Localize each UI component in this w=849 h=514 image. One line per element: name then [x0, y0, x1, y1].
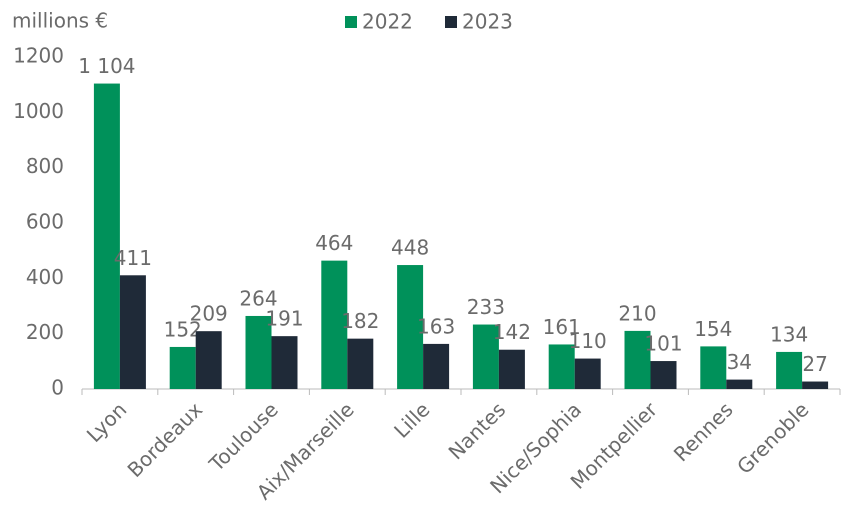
value-label: 154	[694, 317, 732, 341]
value-label: 134	[770, 322, 808, 346]
value-label: 464	[315, 231, 353, 255]
value-label: 161	[543, 315, 581, 339]
y-tick-label: 1200	[13, 44, 64, 68]
bar	[397, 265, 424, 389]
y-tick-label: 400	[26, 265, 64, 289]
bar	[650, 361, 677, 389]
bar	[321, 260, 348, 389]
bar	[169, 346, 196, 389]
bar	[119, 275, 146, 389]
bar	[498, 349, 525, 389]
bar	[700, 346, 727, 389]
value-label: 264	[239, 286, 277, 310]
bar	[726, 379, 753, 389]
bar	[574, 358, 601, 389]
value-label: 34	[727, 350, 752, 374]
bar	[271, 336, 298, 389]
bar	[195, 331, 222, 389]
x-tick-label: Lille	[389, 397, 434, 442]
value-label: 411	[114, 246, 152, 270]
x-tick-label: Bordeaux	[123, 397, 208, 482]
bar	[624, 330, 651, 389]
value-label: 110	[569, 329, 607, 353]
bar	[93, 83, 120, 389]
value-label: 27	[802, 352, 827, 376]
bar	[776, 351, 803, 389]
x-tick-label: Rennes	[669, 397, 738, 466]
bar	[423, 343, 450, 389]
value-label: 233	[467, 295, 505, 319]
y-tick-label: 800	[26, 154, 64, 178]
x-tick-label: Toulouse	[204, 397, 283, 476]
legend-swatch	[345, 16, 357, 28]
bar	[347, 338, 374, 389]
y-tick-label: 1000	[13, 99, 64, 123]
value-label: 1 104	[78, 54, 135, 78]
legend-label: 2022	[362, 10, 413, 34]
value-label: 209	[190, 302, 228, 326]
legend-swatch	[445, 16, 457, 28]
y-tick-label: 600	[26, 210, 64, 234]
value-label: 191	[265, 307, 303, 331]
bar	[245, 315, 272, 389]
value-label: 448	[391, 236, 429, 260]
value-label: 182	[341, 309, 379, 333]
y-axis-label: millions €	[12, 9, 108, 33]
bar	[472, 324, 499, 389]
value-label: 163	[417, 314, 455, 338]
bar	[802, 381, 829, 389]
bar	[548, 344, 575, 389]
value-label: 210	[618, 301, 656, 325]
y-tick-label: 200	[26, 320, 64, 344]
value-label: 142	[493, 320, 531, 344]
y-tick-label: 0	[51, 376, 64, 400]
x-tick-label: Nantes	[444, 397, 511, 464]
x-tick-label: Lyon	[82, 397, 132, 447]
legend-label: 2023	[462, 10, 513, 34]
value-label: 101	[644, 332, 682, 356]
x-tick-label: Grenoble	[732, 397, 813, 478]
value-label: 152	[164, 317, 202, 341]
